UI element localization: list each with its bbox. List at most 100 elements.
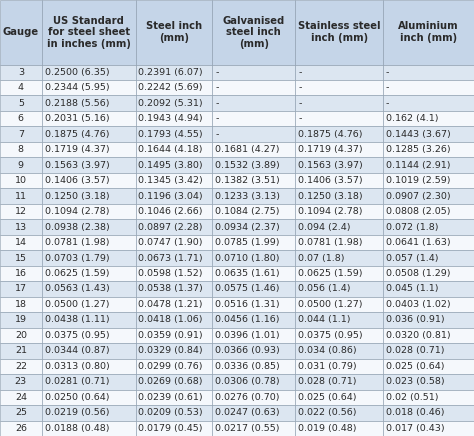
Bar [295,204,383,219]
Text: 0.1495 (3.80): 0.1495 (3.80) [138,160,203,170]
Bar [136,358,212,374]
Bar [0,343,42,358]
Bar [295,111,383,126]
Bar [0,65,42,80]
Text: 0.0575 (1.46): 0.0575 (1.46) [215,284,280,293]
Text: -: - [215,68,219,77]
Text: 0.056 (1.4): 0.056 (1.4) [298,284,351,293]
Bar [42,235,136,250]
Bar [136,80,212,95]
Text: 0.1046 (2.66): 0.1046 (2.66) [138,207,203,216]
Text: 0.2344 (5.95): 0.2344 (5.95) [45,83,109,92]
Bar [0,266,42,281]
Bar [212,343,295,358]
Text: 0.162 (4.1): 0.162 (4.1) [386,114,438,123]
Bar [212,296,295,312]
Bar [0,142,42,157]
Bar [295,374,383,390]
Text: 0.0396 (1.01): 0.0396 (1.01) [215,331,280,340]
Text: 0.1084 (2.75): 0.1084 (2.75) [215,207,280,216]
Bar [0,390,42,405]
Text: 0.0299 (0.76): 0.0299 (0.76) [138,362,203,371]
Bar [0,188,42,204]
Text: -: - [298,114,301,123]
Bar [42,405,136,420]
Text: 0.0269 (0.68): 0.0269 (0.68) [138,377,203,386]
Bar [136,266,212,281]
Text: -: - [298,68,301,77]
Bar [383,142,474,157]
Bar [136,65,212,80]
Bar [212,188,295,204]
Bar [383,95,474,111]
Text: 0.0625 (1.59): 0.0625 (1.59) [298,269,363,278]
Text: 0.1719 (4.37): 0.1719 (4.37) [45,145,109,154]
Text: 0.1943 (4.94): 0.1943 (4.94) [138,114,203,123]
Bar [383,358,474,374]
Text: 0.0785 (1.99): 0.0785 (1.99) [215,238,280,247]
Bar [136,142,212,157]
Bar [383,420,474,436]
Text: 0.0747 (1.90): 0.0747 (1.90) [138,238,203,247]
Bar [212,219,295,235]
Bar [136,312,212,328]
Bar [136,95,212,111]
Text: 12: 12 [15,207,27,216]
Text: 0.0938 (2.38): 0.0938 (2.38) [45,222,109,232]
Bar [295,250,383,266]
Text: 0.0710 (1.80): 0.0710 (1.80) [215,253,280,262]
Text: 26: 26 [15,424,27,433]
Bar [212,173,295,188]
Text: 20: 20 [15,331,27,340]
Bar [42,142,136,157]
Bar [295,188,383,204]
Text: 0.1382 (3.51): 0.1382 (3.51) [215,176,280,185]
Bar [383,111,474,126]
Text: 24: 24 [15,393,27,402]
Bar [42,111,136,126]
Text: 0.1250 (3.18): 0.1250 (3.18) [298,191,363,201]
Text: 0.072 (1.8): 0.072 (1.8) [386,222,438,232]
Text: 0.025 (0.64): 0.025 (0.64) [298,393,356,402]
Text: -: - [298,83,301,92]
Bar [0,204,42,219]
Text: 0.0563 (1.43): 0.0563 (1.43) [45,284,109,293]
Text: 0.0781 (1.98): 0.0781 (1.98) [298,238,363,247]
Bar [295,296,383,312]
Text: 0.0217 (0.55): 0.0217 (0.55) [215,424,280,433]
Bar [295,157,383,173]
Bar [295,358,383,374]
Text: 0.028 (0.71): 0.028 (0.71) [298,377,356,386]
Text: 0.2391 (6.07): 0.2391 (6.07) [138,68,203,77]
Bar [42,95,136,111]
Bar [383,312,474,328]
Bar [383,204,474,219]
Bar [383,343,474,358]
Text: -: - [215,99,219,108]
Bar [383,327,474,343]
Bar [42,188,136,204]
Text: Galvanised
steel inch
(mm): Galvanised steel inch (mm) [223,16,285,49]
Text: -: - [215,114,219,123]
Bar [136,204,212,219]
Bar [212,405,295,420]
Bar [383,390,474,405]
Text: 17: 17 [15,284,27,293]
Bar [295,343,383,358]
Bar [295,126,383,142]
Bar [383,266,474,281]
Text: 0.2031 (5.16): 0.2031 (5.16) [45,114,109,123]
Bar [136,111,212,126]
Bar [0,358,42,374]
Text: 0.2500 (6.35): 0.2500 (6.35) [45,68,109,77]
Bar [136,327,212,343]
Bar [212,126,295,142]
Text: 0.094 (2.4): 0.094 (2.4) [298,222,351,232]
Bar [0,281,42,296]
Text: 25: 25 [15,408,27,417]
Text: 0.0625 (1.59): 0.0625 (1.59) [45,269,109,278]
Bar [0,111,42,126]
Bar [295,173,383,188]
Bar [42,296,136,312]
Bar [383,157,474,173]
